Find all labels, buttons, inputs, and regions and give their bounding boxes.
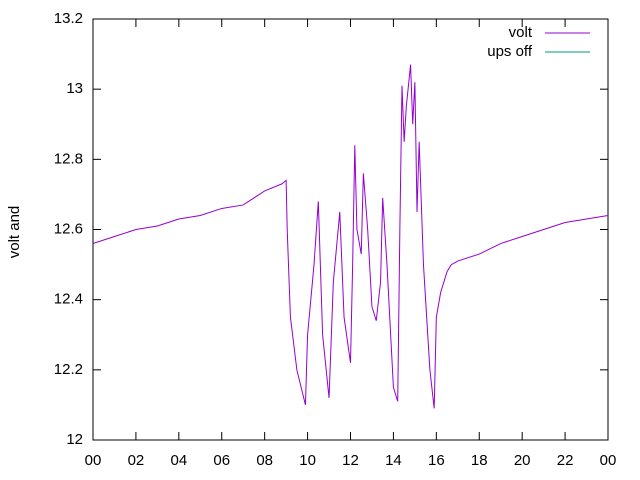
x-tick-label: 18 bbox=[471, 452, 488, 469]
x-tick-label: 06 bbox=[213, 452, 230, 469]
y-tick-label: 12.4 bbox=[54, 291, 83, 308]
x-tick-label: 14 bbox=[385, 452, 402, 469]
x-tick-label: 02 bbox=[128, 452, 145, 469]
y-tick-label: 13.2 bbox=[54, 10, 83, 27]
y-tick-label: 13 bbox=[66, 80, 83, 97]
x-tick-label: 08 bbox=[256, 452, 273, 469]
plot-border bbox=[92, 18, 609, 441]
x-tick-label: 12 bbox=[342, 452, 359, 469]
x-tick-label: 00 bbox=[600, 452, 617, 469]
y-axis-label: volt and bbox=[6, 206, 23, 259]
y-tick-label: 12.8 bbox=[54, 150, 83, 167]
y-tick-label: 12.2 bbox=[54, 361, 83, 378]
x-tick-label: 20 bbox=[514, 452, 531, 469]
x-tick-label: 10 bbox=[299, 452, 316, 469]
legend-label: volt bbox=[509, 24, 533, 41]
legend-label: ups off bbox=[487, 43, 533, 60]
x-tick-label: 22 bbox=[557, 452, 574, 469]
x-tick-label: 04 bbox=[170, 452, 187, 469]
y-tick-label: 12.6 bbox=[54, 220, 83, 237]
y-tick-label: 12 bbox=[66, 431, 83, 448]
x-tick-label: 00 bbox=[85, 452, 102, 469]
x-tick-label: 16 bbox=[428, 452, 445, 469]
series-line bbox=[92, 64, 609, 409]
